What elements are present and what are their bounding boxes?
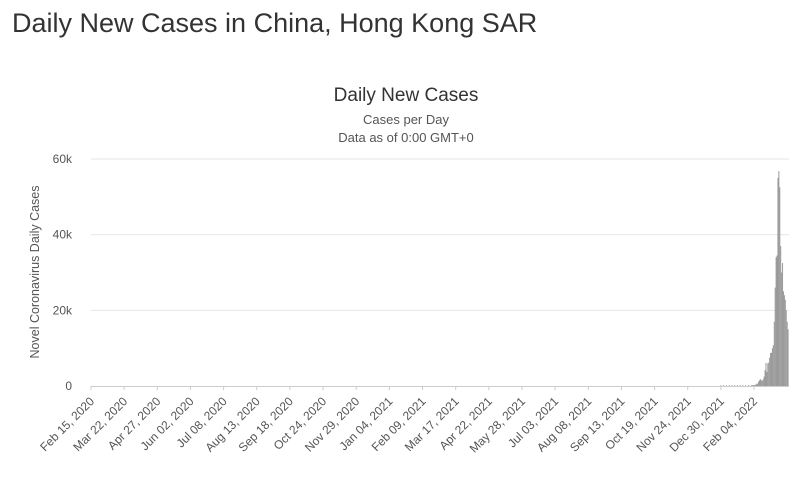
y-tick-label: 60k [53,152,73,166]
data-bar [762,379,764,386]
data-bar [779,187,781,386]
data-bar [720,385,722,386]
data-bar [783,295,785,386]
data-bar [734,385,736,386]
data-bar [772,345,774,386]
data-bar [776,255,778,386]
data-bar [784,299,786,386]
data-bar [759,380,761,386]
data-bar [764,370,766,386]
y-tick-label: 0 [65,379,72,393]
data-bar [774,287,776,386]
data-bar [770,353,772,386]
data-bar [785,310,787,386]
data-bar [778,171,780,386]
grid-layer [91,158,789,311]
data-bar [767,363,769,386]
data-bar [723,385,725,386]
data-bar [771,348,773,386]
data-bar [781,272,783,386]
data-bar [736,385,738,386]
data-bar [775,257,777,386]
y-tick-label: 40k [53,228,73,242]
data-bar [728,385,730,386]
data-bar [763,376,765,386]
chart-title: Daily New Cases [334,85,479,106]
bars-layer [720,171,789,386]
data-bar [771,352,773,386]
chart-subtitle-line-1: Cases per Day [363,112,449,127]
data-bar [787,329,789,386]
data-bar [782,263,784,386]
data-bar [745,385,747,386]
data-bar [750,385,752,386]
data-bar [753,385,755,386]
data-bar [777,177,779,386]
data-bar [769,357,771,386]
data-bar [731,385,733,386]
data-bar [751,385,753,386]
data-bar [786,321,788,386]
data-bar [742,385,744,386]
chart-subtitle-line-2: Data as of 0:00 GMT+0 [338,130,473,145]
data-bar [766,372,768,386]
data-bar [757,383,759,386]
data-bar [725,385,727,386]
data-bar [747,385,749,386]
data-bar [739,385,741,386]
data-bar [780,246,782,386]
y-axis-title: Novel Coronavirus Daily Cases [28,186,42,359]
data-bar [752,385,754,386]
data-bar [760,380,762,386]
data-bar [768,362,770,386]
data-bar [782,291,784,386]
data-bar [755,384,757,386]
data-bar [765,362,767,386]
data-bar [761,380,763,386]
data-bar [759,379,761,386]
data-bar [756,383,758,386]
page-heading: Daily New Cases in China, Hong Kong SAR [12,8,538,38]
data-bar [773,321,775,386]
y-tick-label: 20k [53,303,73,317]
data-bar [754,384,756,386]
data-bar [758,381,760,386]
